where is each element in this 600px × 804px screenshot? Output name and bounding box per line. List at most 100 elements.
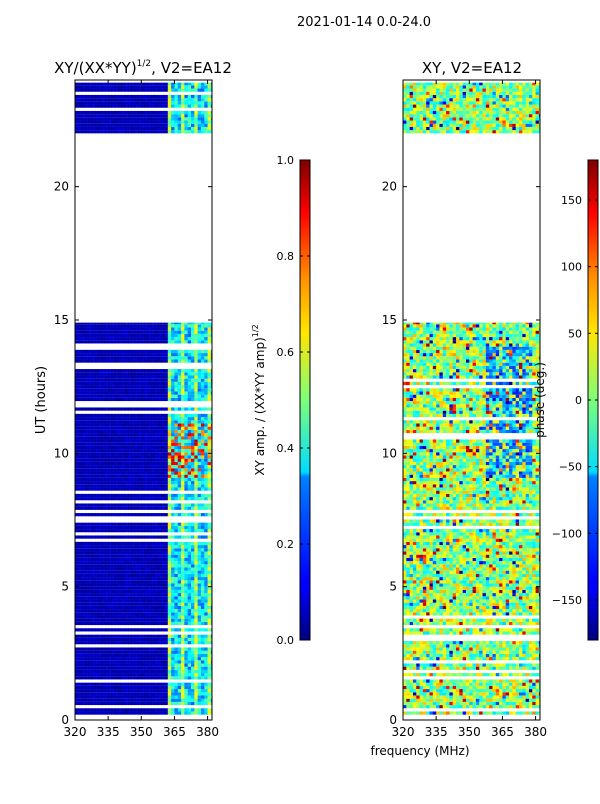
amplitude-heatmap-cell <box>211 711 215 714</box>
amplitude-heatmap-cell <box>211 455 215 458</box>
amplitude-x-tick-label: 335 <box>97 725 120 739</box>
amplitude-heatmap-cell <box>211 465 215 468</box>
amplitude-heatmap-cell <box>211 542 215 545</box>
amplitude-heatmap-cell <box>211 382 215 385</box>
amplitude-heatmap-cell <box>211 603 215 606</box>
amplitude-heatmap-cell <box>211 663 215 666</box>
amplitude-heatmap-cell <box>211 526 215 529</box>
amplitude-heatmap-cell <box>211 449 215 452</box>
figure-suptitle: 2021-01-14 0.0-24.0 <box>297 15 431 30</box>
amplitude-colorbar-gradient <box>300 160 310 640</box>
amplitude-title-main: XY/(XX*YY) <box>54 59 137 77</box>
amplitude-heatmap-cell <box>211 414 215 417</box>
amplitude-heatmap-cell <box>211 471 215 474</box>
amplitude-heatmap-cell <box>211 481 215 484</box>
amplitude-heatmap-cell <box>211 577 215 580</box>
amplitude-heatmap-cell <box>211 388 215 391</box>
amplitude-heatmap-cell <box>211 462 215 465</box>
amplitude-heatmap-cell <box>211 452 215 455</box>
amplitude-heatmap-cell <box>211 548 215 551</box>
amplitude-heatmap-cell <box>211 340 215 343</box>
amplitude-x-tick-label: 320 <box>64 725 87 739</box>
amplitude-heatmap-cell <box>211 391 215 394</box>
amplitude-heatmap-cell <box>211 651 215 654</box>
amplitude-heatmap-cell <box>211 423 215 426</box>
amplitude-heatmap-cell <box>211 503 215 506</box>
amplitude-heatmap-cell <box>211 334 215 337</box>
amplitude-heatmap-cell <box>211 628 215 631</box>
amplitude-heatmap-cell <box>211 372 215 375</box>
amplitude-heatmap-cell <box>211 670 215 673</box>
amplitude-heatmap-cell <box>211 327 215 330</box>
amplitude-heatmap-cell <box>211 535 215 538</box>
amplitude-heatmap-cell <box>211 619 215 622</box>
amplitude-heatmap <box>75 83 215 715</box>
amplitude-heatmap-cell <box>211 417 215 420</box>
amplitude-heatmap-cell <box>211 427 215 430</box>
amplitude-heatmap-cell <box>211 689 215 692</box>
amplitude-heatmap-cell <box>211 561 215 564</box>
amplitude-heatmap-cell <box>211 359 215 362</box>
amplitude-heatmap-cell <box>211 708 215 711</box>
amplitude-heatmap-cell <box>211 98 215 101</box>
amplitude-heatmap-cell <box>211 558 215 561</box>
amplitude-heatmap-cell <box>211 494 215 497</box>
amplitude-heatmap-cell <box>211 692 215 695</box>
amplitude-heatmap-cell <box>211 647 215 650</box>
amplitude-x-tick-label: 350 <box>130 725 153 739</box>
amplitude-y-tick-label: 10 <box>54 446 69 460</box>
amplitude-heatmap-cell <box>211 529 215 532</box>
amplitude-heatmap-cell <box>211 484 215 487</box>
amplitude-heatmap-cell <box>211 580 215 583</box>
amplitude-heatmap-cell <box>211 350 215 353</box>
amplitude-heatmap-cell <box>211 551 215 554</box>
amplitude-heatmap-cell <box>211 590 215 593</box>
amplitude-heatmap-cell <box>211 420 215 423</box>
amplitude-heatmap-cell <box>211 567 215 570</box>
amplitude-y-axis-label: UT (hours) <box>34 366 49 434</box>
amplitude-heatmap-cell <box>211 356 215 359</box>
amplitude-heatmap-cell <box>211 89 215 92</box>
amplitude-heatmap-cell <box>211 574 215 577</box>
amplitude-heatmap-cell <box>211 468 215 471</box>
amplitude-heatmap-cell <box>211 331 215 334</box>
amplitude-heatmap-cell <box>211 446 215 449</box>
amplitude-heatmap-cell <box>211 695 215 698</box>
amplitude-heatmap-cell <box>211 478 215 481</box>
amplitude-heatmap-cell <box>211 475 215 478</box>
amplitude-colorbar: 0.00.20.40.60.81.0 XY amp. / (XX*YY amp)… <box>251 154 310 647</box>
amplitude-heatmap-cell <box>211 571 215 574</box>
amplitude-heatmap-cell <box>211 105 215 108</box>
amplitude-heatmap-cell <box>211 101 215 104</box>
amplitude-heatmap-cell <box>211 615 215 618</box>
amplitude-heatmap-cell <box>211 545 215 548</box>
amplitude-heatmap-cell <box>211 114 215 117</box>
amplitude-heatmap-cell <box>211 676 215 679</box>
amplitude-heatmap-cell <box>211 385 215 388</box>
amplitude-panel-title: XY/(XX*YY)1/2, V2=EA12 <box>54 59 232 77</box>
amplitude-y-tick-label: 5 <box>61 580 69 594</box>
amplitude-heatmap-cell <box>211 375 215 378</box>
amplitude-heatmap-cell <box>211 686 215 689</box>
amplitude-heatmap-cell <box>211 609 215 612</box>
amplitude-heatmap-cell <box>211 130 215 133</box>
amplitude-heatmap-cell <box>211 523 215 526</box>
amplitude-heatmap-cell <box>211 507 215 510</box>
amplitude-heatmap-cell <box>211 612 215 615</box>
amplitude-heatmap-cell <box>211 564 215 567</box>
amplitude-heatmap-cell <box>211 407 215 410</box>
amplitude-heatmap-cell <box>211 660 215 663</box>
amplitude-heatmap-cell <box>211 95 215 98</box>
amplitude-heatmap-cell <box>211 85 215 88</box>
amplitude-heatmap-cell <box>211 398 215 401</box>
amplitude-heatmap-cell <box>211 599 215 602</box>
amplitude-heatmap-cell <box>211 324 215 327</box>
amplitude-title-sup: 1/2 <box>137 59 151 69</box>
amplitude-x-tick-label: 365 <box>163 725 186 739</box>
amplitude-heatmap-cell <box>211 459 215 462</box>
amplitude-heatmap-cell <box>211 433 215 436</box>
amplitude-heatmap-cell <box>211 323 215 325</box>
amplitude-heatmap-cell <box>211 657 215 660</box>
amplitude-y-tick-label: 15 <box>54 313 69 327</box>
